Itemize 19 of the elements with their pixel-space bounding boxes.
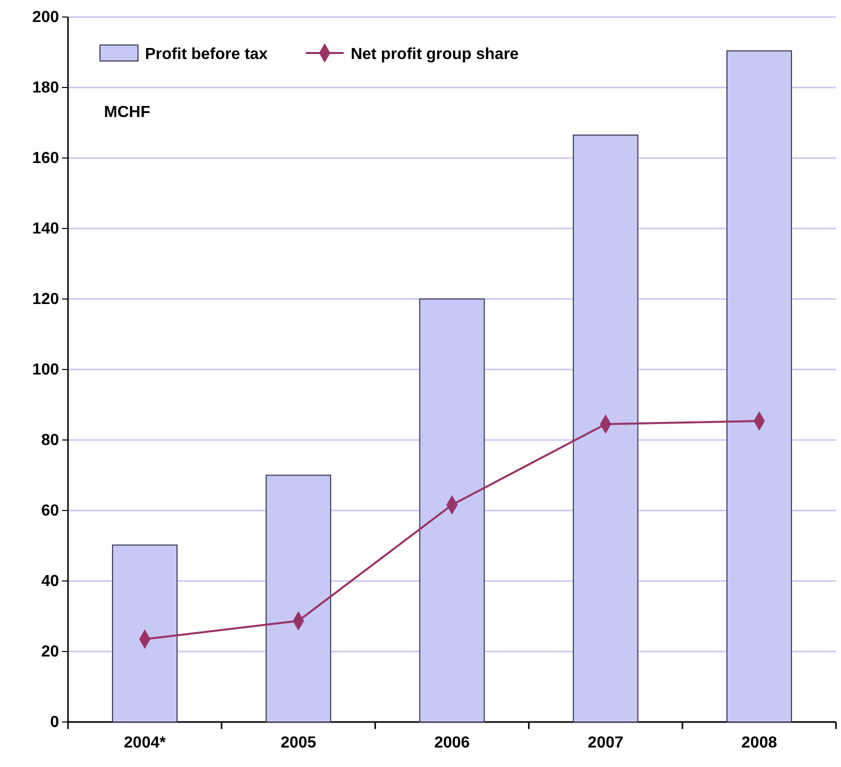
y-axis-title: MCHF	[104, 104, 150, 121]
legend-label: Net profit group share	[350, 46, 519, 63]
y-tick-label: 180	[32, 80, 60, 97]
y-tick-label: 100	[32, 362, 60, 379]
legend-label: Profit before tax	[145, 46, 268, 63]
x-tick-label: 2006	[434, 734, 470, 752]
y-tick-label: 20	[41, 644, 60, 661]
x-tick-label: 2005	[280, 734, 316, 752]
y-tick-label: 160	[32, 150, 60, 168]
y-tick-label: 200	[32, 9, 60, 26]
y-tick-label: 140	[32, 220, 60, 238]
x-tick-label: 2008	[741, 734, 778, 752]
y-tick-label: 0	[50, 714, 60, 732]
y-tick-label: 60	[41, 502, 60, 520]
x-tick-label: 2007	[588, 734, 624, 752]
x-tick-label: 2004*	[124, 734, 166, 752]
y-tick-label: 80	[41, 432, 60, 450]
y-tick-label: 40	[41, 573, 60, 590]
y-tick-label: 120	[32, 291, 60, 308]
